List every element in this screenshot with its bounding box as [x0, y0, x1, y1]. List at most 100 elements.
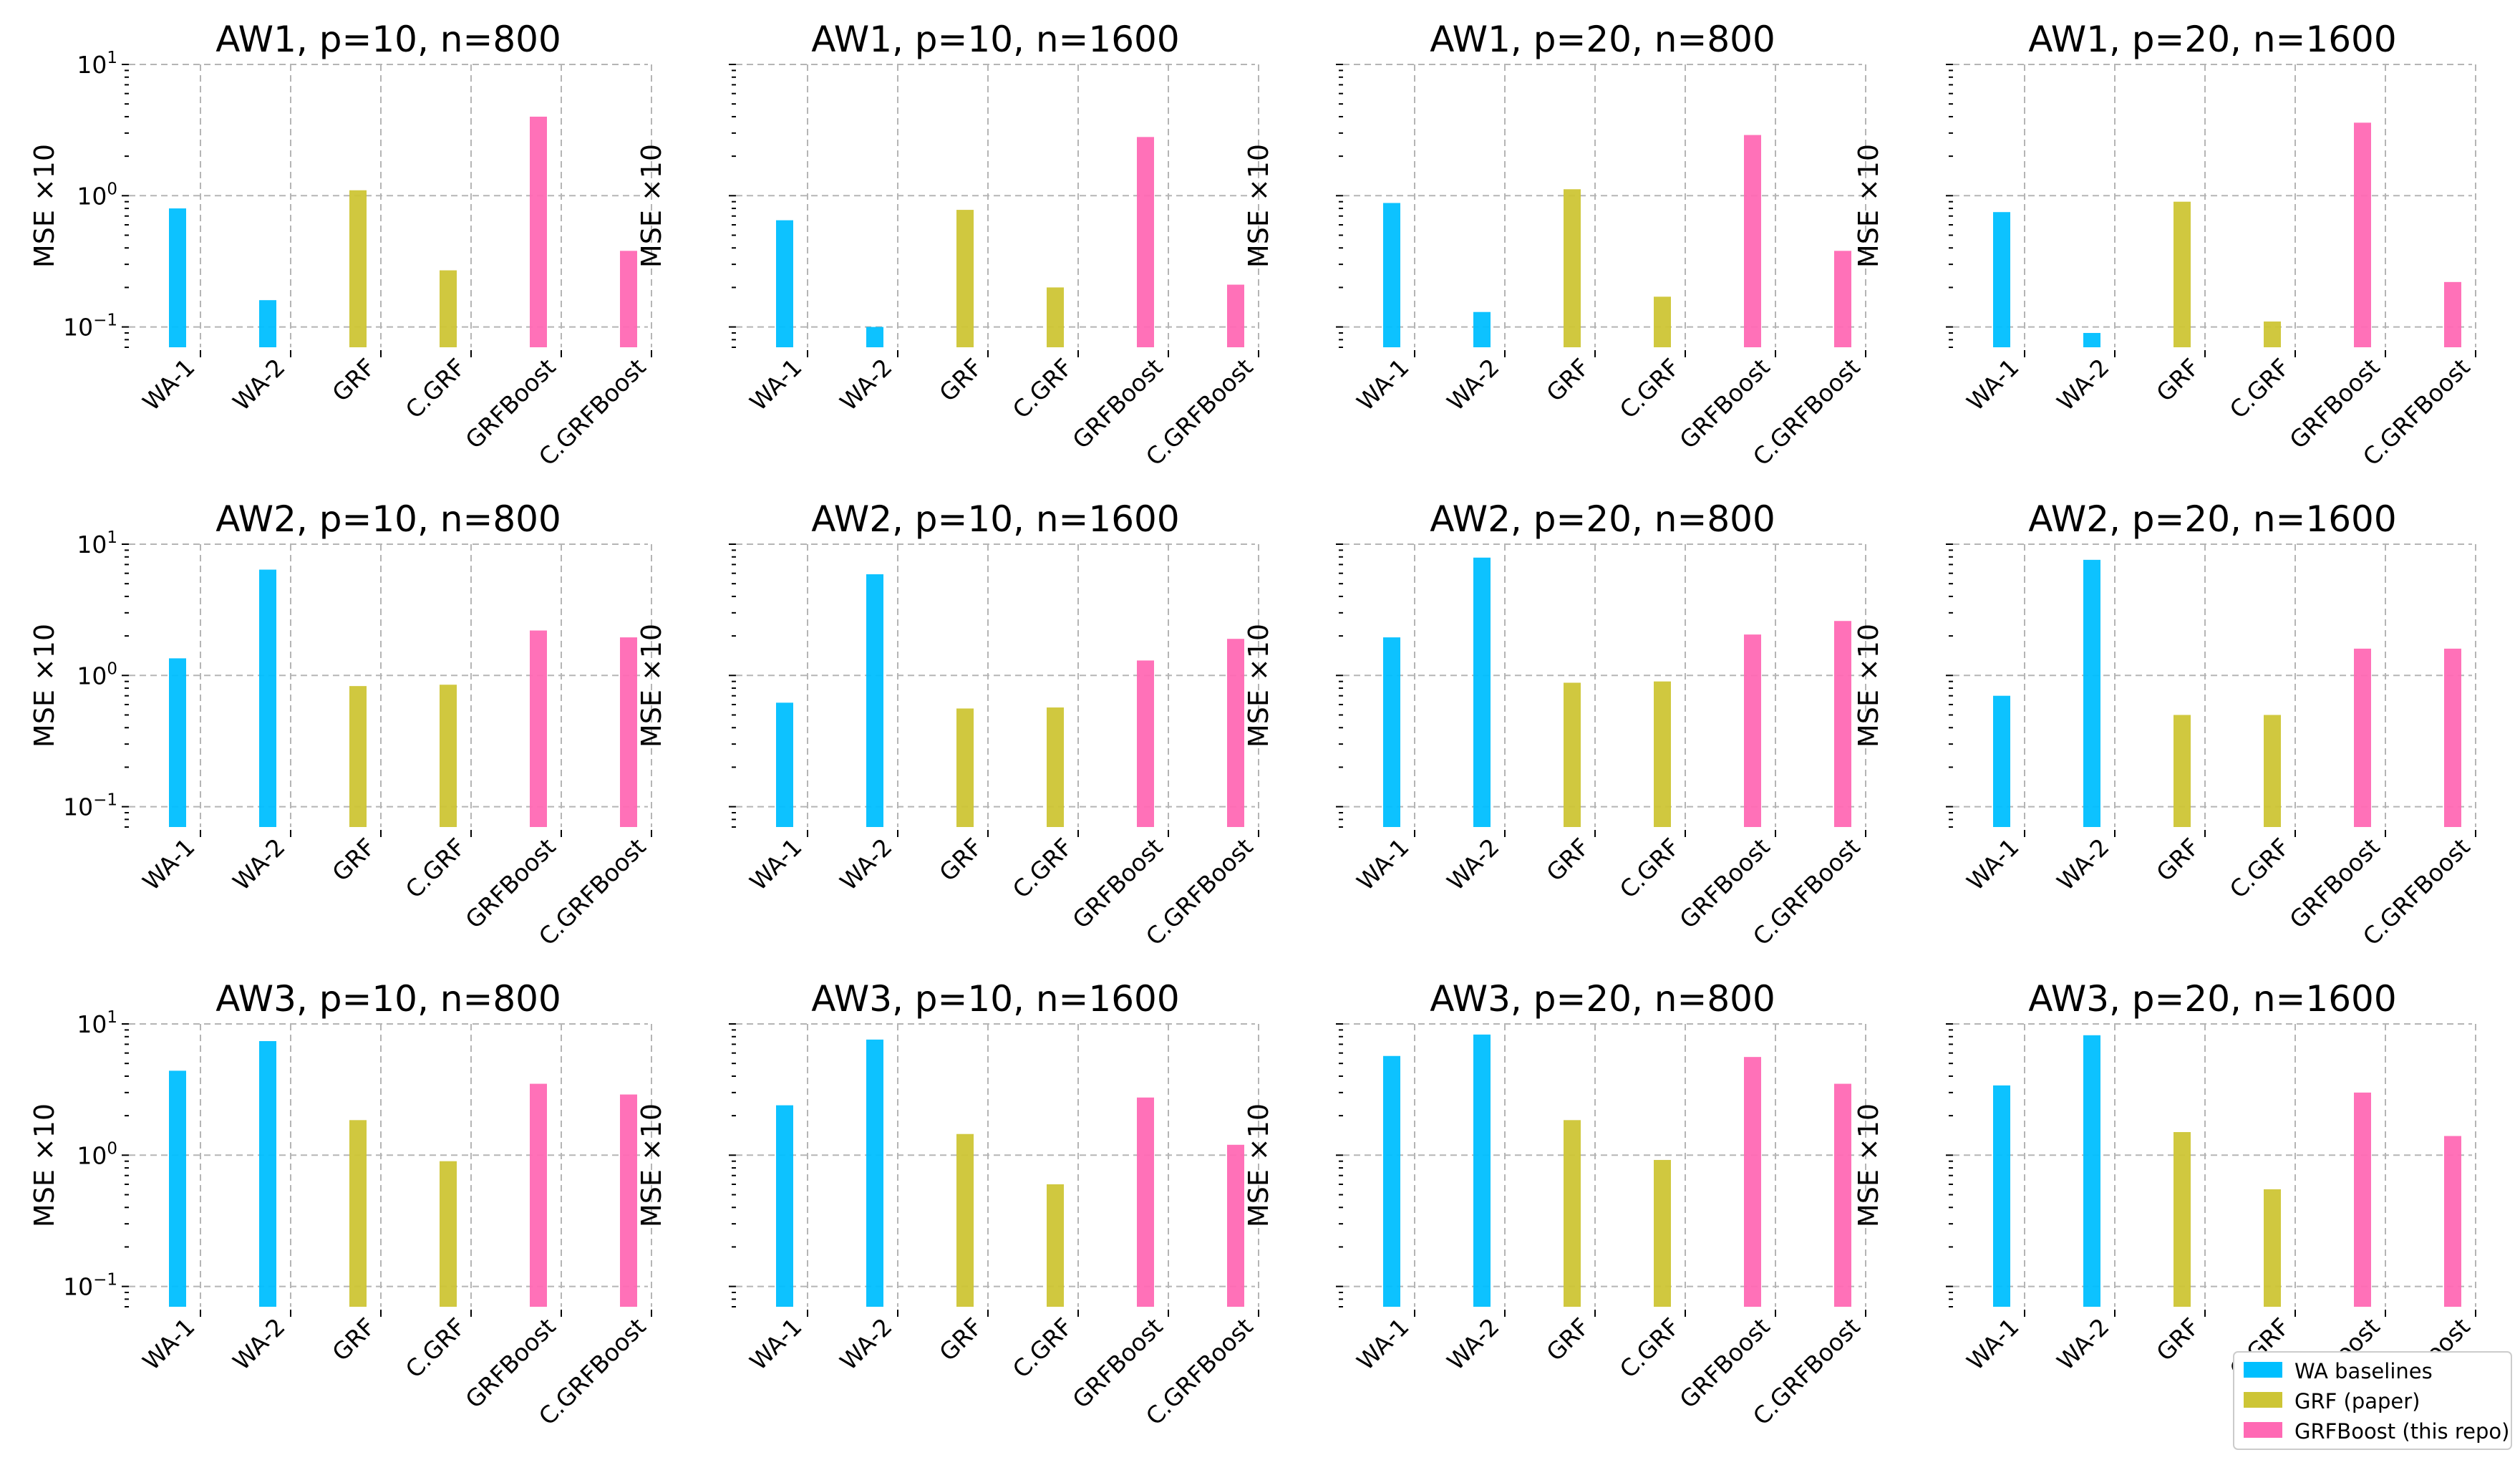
bar-grf [1564, 1120, 1581, 1307]
bar-wa-2 [259, 1040, 276, 1307]
bar-grfboost [530, 1083, 547, 1307]
bar-c-grf [1654, 681, 1671, 827]
bar-grf [1564, 682, 1581, 827]
bar-wa-2 [1473, 311, 1491, 347]
y-axis-label: MSE ×10 [1853, 624, 1884, 748]
bar-c-grf [440, 1161, 457, 1307]
x-tick-label: WA-2 [2052, 353, 2115, 416]
bar-c-grf [1047, 1184, 1064, 1307]
y-tick-label: 101 [77, 528, 117, 559]
bar-wa-2 [1473, 557, 1491, 827]
subplot-4: AW1, p=20, n=1600 MSE ×10 WA-1 WA-2 GRF C.GRF… [1853, 19, 2476, 471]
x-tick-label: GRF [2151, 1312, 2204, 1366]
x-tick-label: WA-2 [2052, 833, 2115, 896]
x-tick-label: WA-1 [137, 1312, 200, 1376]
bar-grfboost [1137, 137, 1154, 347]
bar-c-grfboost [1227, 284, 1244, 347]
subplot-title: AW2, p=20, n=1600 [2028, 498, 2396, 540]
bar-c-grf [2264, 715, 2281, 827]
legend-swatch-grfboost [2244, 1422, 2282, 1438]
x-tick-label: WA-1 [1962, 833, 2025, 896]
y-tick-label: 101 [77, 1008, 117, 1038]
subplot-title: AW3, p=10, n=1600 [811, 978, 1179, 1020]
x-tick-label: GRF [934, 833, 987, 886]
bar-c-grfboost [2444, 648, 2461, 827]
legend-swatch-grf [2244, 1392, 2282, 1408]
y-axis-label: MSE ×10 [29, 1103, 60, 1227]
bar-c-grfboost [1834, 251, 1851, 347]
legend-swatch-wa [2244, 1362, 2282, 1378]
x-tick-label: WA-1 [745, 833, 808, 896]
x-tick-label: WA-2 [835, 833, 898, 896]
x-tick-label: GRF [326, 353, 380, 407]
x-tick-label: C.GRF [2224, 833, 2295, 904]
x-tick-label: GRF [2151, 353, 2204, 407]
bar-grf [1564, 189, 1581, 347]
x-tick-label: C.GRF [1007, 833, 1078, 904]
bar-c-grf [2264, 322, 2281, 347]
bar-wa-2 [1473, 1034, 1491, 1307]
bar-c-grf [440, 270, 457, 347]
subplot-8: AW2, p=20, n=1600 MSE ×10 WA-1 WA-2 GRF C.GRF… [1853, 498, 2476, 951]
x-tick-label: C.GRF [400, 353, 471, 424]
bar-grf [956, 1133, 974, 1307]
legend-frame [2233, 1351, 2512, 1450]
x-tick-label: C.GRF [1614, 353, 1685, 424]
x-tick-label: GRF [1541, 833, 1594, 886]
bar-grf [2174, 715, 2191, 827]
bar-c-grfboost [1834, 1083, 1851, 1307]
bar-wa-2 [2083, 332, 2100, 347]
x-tick-label: GRF [326, 1312, 380, 1366]
bar-wa-1 [776, 220, 793, 347]
bar-wa-1 [1383, 1055, 1400, 1307]
bar-wa-1 [169, 658, 186, 827]
x-tick-label: WA-1 [1352, 1312, 1415, 1376]
bar-c-grfboost [1227, 1144, 1244, 1307]
x-tick-label: C.GRF [1614, 833, 1685, 904]
bar-c-grfboost [2444, 1136, 2461, 1307]
subplot-title: AW1, p=20, n=1600 [2028, 19, 2396, 60]
subplot-title: AW1, p=10, n=1600 [811, 19, 1179, 60]
bar-c-grfboost [620, 637, 637, 827]
x-tick-label: WA-2 [228, 833, 291, 896]
bar-grf [349, 1120, 367, 1307]
y-tick-label: 10−1 [63, 311, 117, 342]
bar-c-grf [2264, 1189, 2281, 1307]
bar-grfboost [1744, 1057, 1761, 1307]
x-tick-label: GRF [934, 1312, 987, 1366]
subplot-title: AW1, p=20, n=800 [1430, 19, 1775, 60]
bar-wa-1 [776, 702, 793, 827]
x-tick-label: C.GRF [2224, 353, 2295, 424]
bar-wa-1 [1383, 203, 1400, 347]
legend-label-grfboost: GRFBoost (this repo) [2294, 1419, 2509, 1444]
bar-c-grf [1654, 1159, 1671, 1307]
x-tick-label: WA-2 [228, 1312, 291, 1376]
x-tick-label: WA-1 [1962, 353, 2025, 416]
x-tick-label: WA-2 [1442, 1312, 1505, 1376]
y-axis-label: MSE ×10 [1243, 144, 1274, 268]
x-tick-label: WA-2 [1442, 353, 1505, 416]
bar-wa-2 [2083, 1035, 2100, 1307]
bar-wa-1 [1993, 212, 2010, 347]
y-tick-label: 101 [77, 49, 117, 79]
subplot-title: AW2, p=10, n=800 [215, 498, 561, 540]
y-axis-label: MSE ×10 [1243, 624, 1274, 748]
subplot-5: AW2, p=10, n=800 MSE ×10 101 100 10−1 WA-1 WA-… [29, 498, 652, 951]
bar-grfboost [2354, 1092, 2371, 1307]
y-tick-label: 100 [77, 659, 117, 690]
x-tick-label: WA-2 [1442, 833, 1505, 896]
x-tick-label: WA-1 [745, 353, 808, 416]
x-tick-label: C.GRF [1614, 1312, 1685, 1383]
subplot-10: AW3, p=10, n=1600 MSE ×10 WA-1 WA-2 GRF C.GRF… [636, 978, 1259, 1431]
subplot-title: AW2, p=10, n=1600 [811, 498, 1179, 540]
y-axis-label: MSE ×10 [636, 144, 667, 268]
x-tick-label: WA-2 [835, 353, 898, 416]
x-tick-label: WA-2 [2052, 1312, 2115, 1376]
x-tick-label: WA-1 [745, 1312, 808, 1376]
legend: WA baselines GRF (paper) GRFBoost (this … [2233, 1351, 2512, 1450]
y-axis-label: MSE ×10 [1243, 1103, 1274, 1227]
bar-wa-1 [169, 208, 186, 347]
